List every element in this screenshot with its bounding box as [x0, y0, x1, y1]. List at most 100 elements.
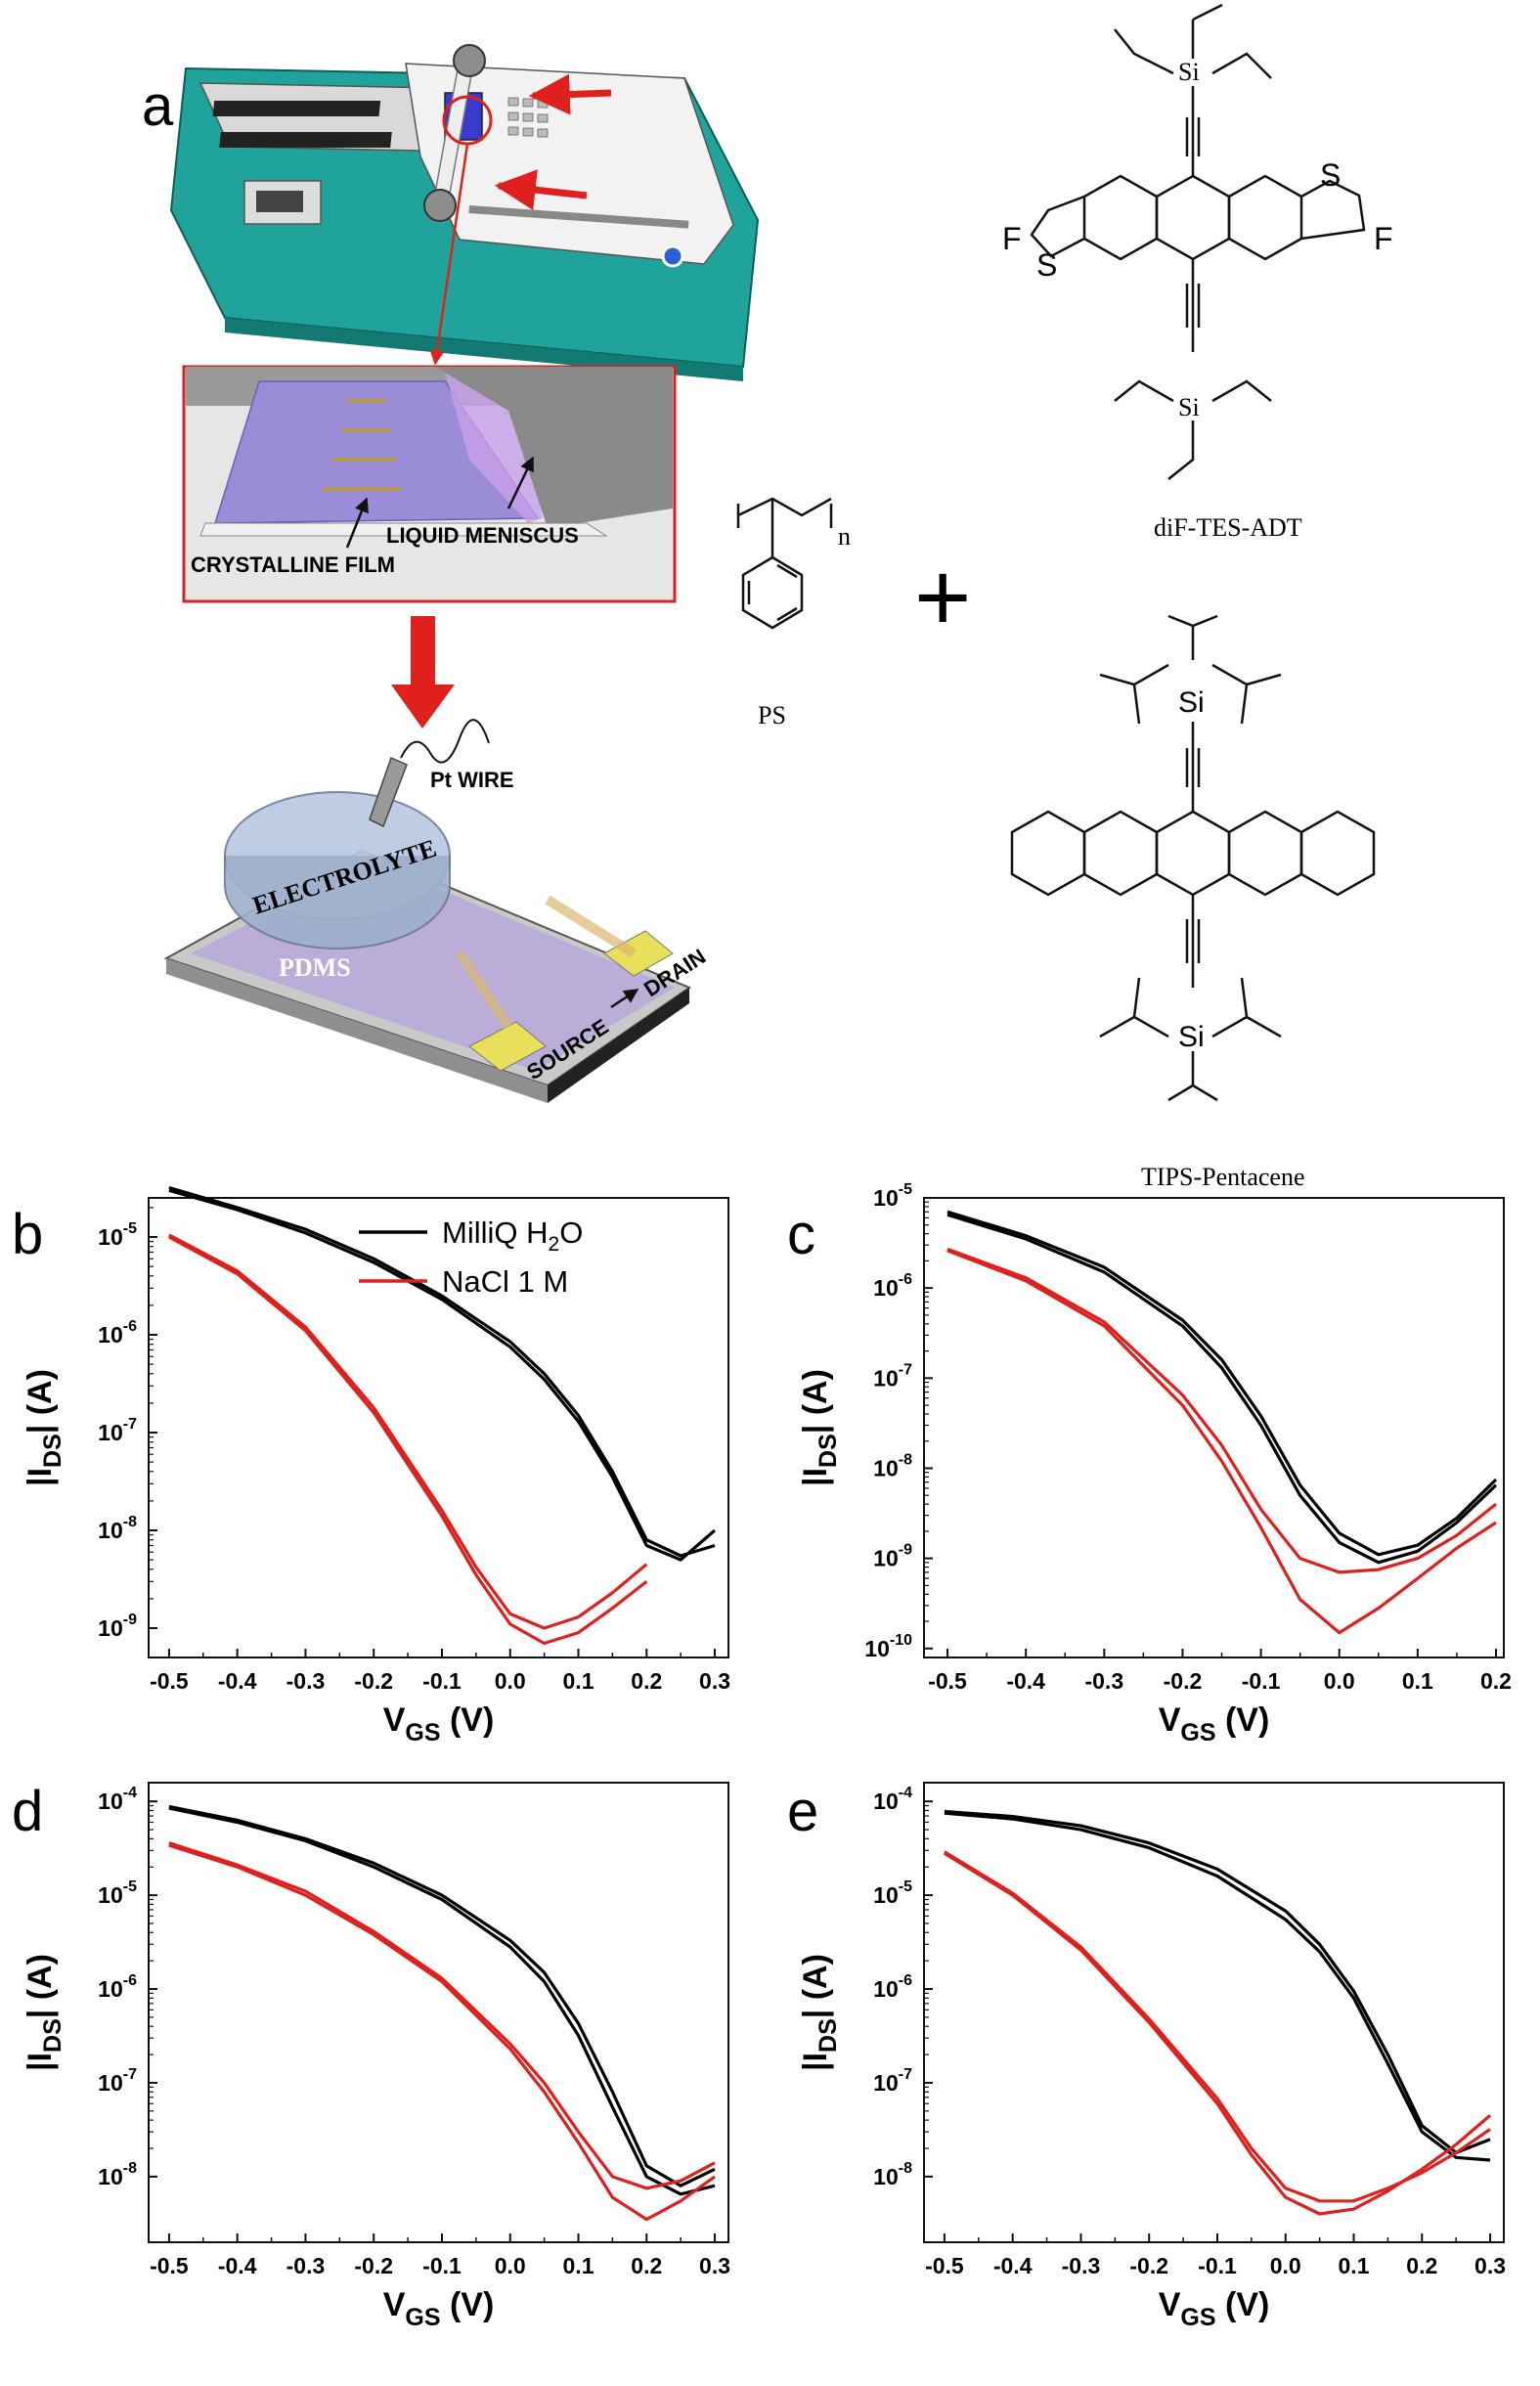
- x-label-unit: (V): [441, 2286, 495, 2323]
- x-tick-label: -0.2: [354, 1668, 393, 1694]
- process-arrow-down: [391, 616, 455, 729]
- y-tick-base: 10: [98, 1224, 123, 1250]
- pt-wire-lead: [400, 719, 490, 764]
- pentacene-ring-2: [1082, 810, 1159, 897]
- motion-arrow-bottom: [494, 169, 588, 211]
- si-bottom: Si: [1178, 393, 1200, 421]
- series-line-2: [946, 1249, 1497, 1635]
- x-tick-label: 0.2: [631, 1668, 662, 1694]
- ps-backbone: [736, 497, 833, 528]
- y-tick-base: 10: [873, 1882, 899, 1908]
- thiophene-right: [1300, 179, 1366, 241]
- x-tick-label: -0.5: [925, 2253, 964, 2278]
- crystalline-film-surface: [213, 380, 540, 524]
- panel-letter-e: e: [787, 1780, 818, 1843]
- adt-left-ring: [1082, 174, 1159, 261]
- y-label-main: |I: [797, 2053, 834, 2071]
- y-tick-label: 10-5: [873, 1181, 912, 1211]
- y-tick-base: 10: [873, 2164, 899, 2189]
- panel-letter-b: b: [12, 1203, 43, 1266]
- chart-b: -0.5 -0.4 -0.3 -0.2 -0.1 0.0 0.1 0.2 0.310-910-8…: [22, 1185, 730, 1746]
- series-line-2: [944, 1851, 1492, 2216]
- x-tick-label: 0.0: [1324, 1668, 1355, 1694]
- x-tick-label: -0.1: [1198, 2253, 1237, 2278]
- si-tips-top: Si: [1178, 686, 1205, 719]
- y-tick-label: 10-7: [98, 1416, 137, 1445]
- series-line-1: [944, 1809, 1491, 2154]
- plot-frame: [923, 1782, 1505, 2243]
- heater-slot-1: [212, 101, 381, 116]
- y-tick-exponent: -10: [890, 1632, 912, 1649]
- x-tick-label: -0.3: [286, 2253, 326, 2278]
- x-tick-label: -0.4: [993, 2253, 1033, 2278]
- panel-e: e -0.5 -0.4 -0.3 -0.2 -0.1 0.0 0.1 0.2 0.310-810…: [787, 1780, 1506, 2331]
- y-tick-base: 10: [98, 1789, 123, 1814]
- y-tick-label: 10-7: [873, 1361, 912, 1391]
- x-label-main: V: [1159, 2286, 1181, 2323]
- x-tick-label: -0.5: [928, 1668, 967, 1694]
- y-axis-label: |IDS| (A): [22, 1369, 66, 1486]
- x-tick-label: -0.1: [422, 2253, 462, 2278]
- pdms-well-side: [224, 856, 451, 950]
- y-tick-label: 10-9: [98, 1612, 137, 1641]
- x-label-sub: GS: [1180, 2304, 1215, 2331]
- legend-name: NaCl 1 M: [442, 1264, 568, 1299]
- y-tick-exponent: -7: [899, 1361, 912, 1378]
- chart-d: -0.5 -0.4 -0.3 -0.2 -0.1 0.0 0.1 0.2 0.310-810-7…: [22, 1782, 730, 2331]
- y-label-unit: | (A): [797, 1954, 834, 2018]
- x-axis-label: VGS (V): [1159, 1701, 1270, 1746]
- y-label-unit: | (A): [797, 1369, 834, 1434]
- y-tick-exponent: -8: [899, 2160, 912, 2177]
- egofet-device: Pt WIRE ELECTROLYTE PDMS SOURCE DRAIN: [163, 719, 710, 1103]
- y-axis-label: |IDS| (A): [22, 1954, 66, 2071]
- y-tick-base: 10: [864, 1636, 890, 1661]
- series-line-3: [168, 1841, 716, 2190]
- y-tick-base: 10: [98, 1420, 123, 1445]
- meniscus-inset: LIQUID MENISCUS CRYSTALLINE FILM: [182, 365, 677, 603]
- x-label-main: V: [383, 2286, 406, 2323]
- x-tick-label: -0.5: [150, 1668, 189, 1694]
- x-tick-label: 0.1: [1339, 2253, 1370, 2278]
- y-tick-exponent: -6: [899, 1271, 912, 1288]
- x-tick-label: 0.0: [495, 1668, 526, 1694]
- y-tick-exponent: -4: [899, 1785, 912, 1801]
- y-tick-label: 10-5: [98, 1220, 137, 1250]
- x-tick-label: 0.0: [1270, 2253, 1301, 2278]
- y-tick-base: 10: [98, 2070, 123, 2096]
- panel-b: b -0.5 -0.4 -0.3 -0.2 -0.1 0.0 0.1 0.2 0.310-910…: [12, 1185, 730, 1746]
- panel-letter-d: d: [12, 1780, 43, 1843]
- x-label-main: V: [383, 1701, 406, 1739]
- series-line-3: [168, 1233, 648, 1630]
- x-tick-label: 0.2: [1406, 2253, 1437, 2278]
- panel-a: a: [142, 3, 1393, 1191]
- y-label-unit: | (A): [22, 1954, 59, 2018]
- motion-arrow-top: [528, 73, 612, 115]
- y-label-sub: DS: [814, 2018, 842, 2053]
- x-tick-label: -0.4: [218, 1668, 257, 1694]
- y-axis-label: |IDS| (A): [797, 1369, 842, 1486]
- y-tick-label: 10-7: [98, 2066, 137, 2096]
- x-label-sub: GS: [1180, 1719, 1215, 1746]
- y-tick-exponent: -9: [899, 1542, 912, 1559]
- pt-wire-electrode: [369, 756, 408, 828]
- x-tick-label: -0.2: [1129, 2253, 1168, 2278]
- y-label-sub: DS: [814, 1434, 842, 1468]
- y-tick-exponent: -5: [899, 1878, 912, 1895]
- panel-letter-c: c: [787, 1203, 815, 1266]
- x-label-unit: (V): [1216, 2286, 1270, 2323]
- y-tick-label: 10-9: [873, 1542, 912, 1571]
- y-tick-label: 10-4: [873, 1785, 912, 1814]
- zoom-pointer-arrow: [429, 143, 469, 366]
- y-tick-base: 10: [873, 1275, 899, 1301]
- y-label-main: |I: [22, 2053, 59, 2071]
- device-substrate-front: [166, 958, 548, 1103]
- film-pointer: [345, 497, 369, 549]
- fluorine-left: F: [1002, 221, 1022, 256]
- y-label-main: |I: [22, 1468, 59, 1486]
- x-axis-label: VGS (V): [383, 1701, 495, 1746]
- x-label-sub: GS: [405, 2304, 440, 2331]
- x-tick-label: -0.3: [286, 1668, 326, 1694]
- x-tick-label: 0.3: [699, 1668, 730, 1694]
- y-tick-exponent: -7: [899, 2066, 912, 2083]
- source-pad: [468, 1021, 547, 1072]
